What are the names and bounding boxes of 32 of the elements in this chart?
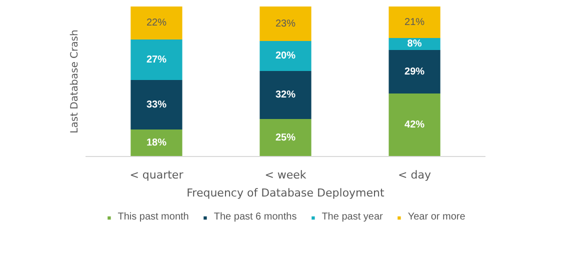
data-label: 18% <box>146 138 167 148</box>
bar <box>130 40 182 80</box>
x-tick-label: < week <box>264 168 307 182</box>
data-label: 32% <box>275 90 296 100</box>
data-label: 22% <box>146 18 167 28</box>
bar <box>388 94 440 156</box>
legend-label: Year or more <box>408 212 466 222</box>
data-label: 8% <box>407 38 422 50</box>
bar <box>388 50 440 94</box>
data-label: 20% <box>275 50 296 62</box>
bar <box>260 119 312 156</box>
bar <box>260 41 312 71</box>
legend-label: This past month <box>118 212 189 222</box>
x-tick-label: < day <box>398 168 432 182</box>
legend-label: The past 6 months <box>214 212 297 222</box>
data-label: 42% <box>404 120 425 130</box>
data-label: 33% <box>146 99 167 110</box>
bar <box>130 80 182 130</box>
x-tick-label: < quarter <box>130 168 184 182</box>
legend-label: The past year <box>322 212 383 222</box>
data-label: 27% <box>146 54 167 66</box>
y-axis-title: Last Database Crash <box>70 30 80 134</box>
bar <box>260 6 312 41</box>
bar <box>130 6 182 40</box>
bar <box>260 71 312 119</box>
bar <box>130 130 182 156</box>
x-axis-title: Frequency of Database Deployment <box>186 186 386 200</box>
bar <box>388 6 440 38</box>
data-label: 23% <box>275 18 296 30</box>
data-label: 29% <box>404 66 425 78</box>
data-label: 21% <box>404 16 425 28</box>
data-label: 25% <box>275 132 296 144</box>
